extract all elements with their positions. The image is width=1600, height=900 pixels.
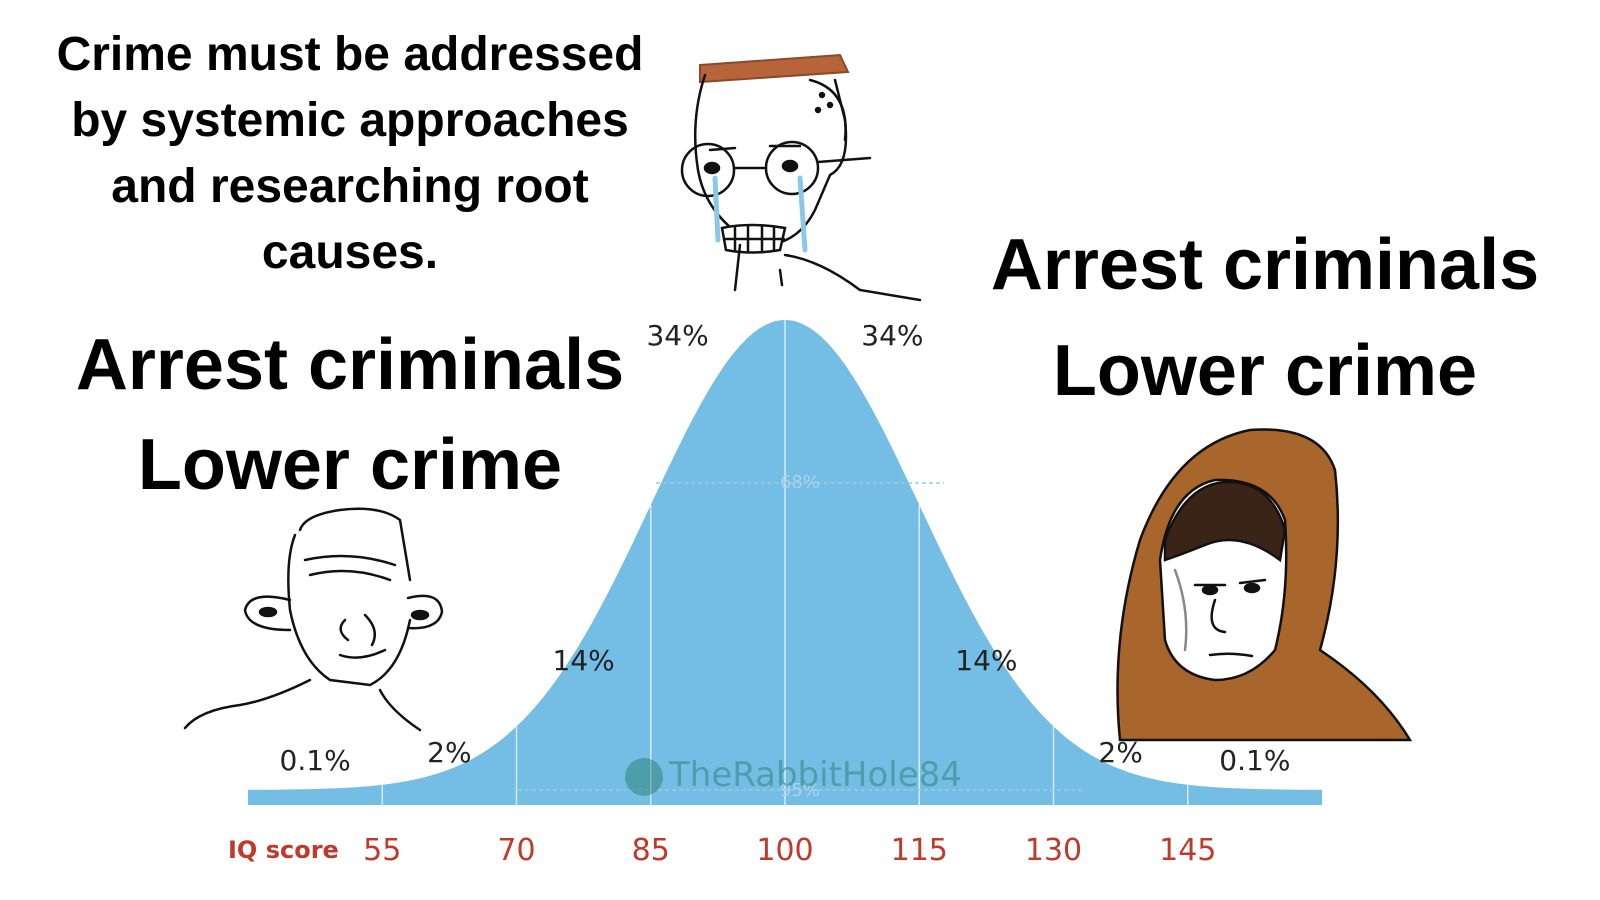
band-label: 0.1% [1219, 744, 1290, 777]
smug-wojak [183, 507, 444, 732]
band-label: 34% [861, 319, 923, 352]
watermark-text: TheRabbitHole84 [669, 755, 962, 795]
sd-band-lines [381, 320, 1189, 805]
rabbit-logo-icon [625, 757, 663, 796]
band-label: 2% [1098, 736, 1142, 769]
watermark: TheRabbitHole84 [625, 755, 962, 796]
x-tick-labels: 55 70 85 100 115 130 145 [363, 833, 1216, 868]
x-tick-label: 145 [1159, 833, 1216, 868]
band-label: 14% [955, 644, 1017, 677]
x-tick-label: 55 [363, 833, 401, 868]
x-tick-label: 115 [891, 833, 948, 868]
x-tick-label: 85 [632, 833, 670, 868]
band-label: 2% [427, 736, 471, 769]
x-tick-label: 130 [1025, 833, 1082, 868]
band-label: 14% [553, 644, 615, 677]
annotation-68: 68% [780, 472, 820, 493]
caption-right: Arrest criminals Lower crime [990, 225, 1540, 411]
annotation-95: 95% [780, 780, 820, 801]
crying-glasses-wojak [680, 53, 922, 302]
x-tick-label: 70 [497, 833, 535, 868]
x-axis-label: IQ score [228, 836, 339, 864]
caption-middle: Crime must be addressed by systemic appr… [56, 28, 644, 279]
band-labels: 0.1% 2% 14% 34% 34% 14% 2% 0.1% [280, 319, 1291, 777]
band-label: 34% [646, 319, 708, 352]
band-label: 0.1% [280, 744, 351, 777]
hooded-monk-wojak [1116, 428, 1413, 742]
caption-left: Arrest criminals Lower crime [75, 325, 625, 505]
x-tick-label: 100 [756, 833, 813, 868]
